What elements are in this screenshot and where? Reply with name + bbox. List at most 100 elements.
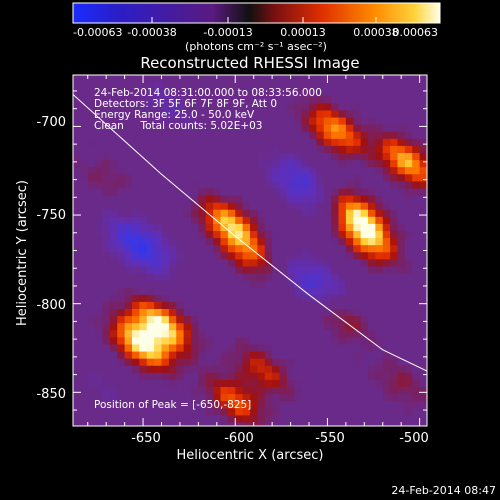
heatmap-cell (375, 273, 384, 282)
heatmap-cell (132, 287, 140, 296)
heatmap-cell (368, 117, 376, 126)
heatmap-cell (419, 209, 427, 218)
heatmap-cell (154, 294, 163, 303)
heatmap-cell (368, 223, 376, 232)
heatmap-cell (257, 365, 266, 374)
heatmap-cell (191, 294, 199, 303)
heatmap-cell (250, 294, 258, 303)
heatmap-cell (272, 273, 281, 282)
heatmap-cell (323, 358, 332, 367)
heatmap-cell (139, 124, 148, 133)
heatmap-cell (368, 167, 376, 175)
heatmap-cell (87, 316, 96, 324)
heatmap-cell (404, 379, 413, 388)
heatmap-cell (382, 408, 391, 416)
heatmap-cell (242, 96, 251, 104)
heatmap-cell (183, 117, 192, 126)
heatmap-cell (286, 167, 295, 175)
heatmap-cell (419, 174, 427, 182)
heatmap-cell (80, 174, 89, 182)
colorbar-tick-1: -0.00038 (127, 26, 176, 39)
heatmap-cell (316, 408, 325, 416)
heatmap-cell (360, 153, 369, 161)
heatmap-cell (272, 316, 281, 324)
heatmap-cell (235, 401, 244, 409)
heatmap-cell (264, 365, 273, 374)
heatmap-cell (294, 110, 303, 119)
heatmap-cell (360, 294, 369, 303)
heatmap-cell (375, 160, 384, 168)
heatmap-cell (242, 124, 251, 133)
heatmap-cell (183, 273, 192, 282)
heatmap-cell (220, 160, 229, 168)
heatmap-cell (205, 273, 214, 282)
heatmap-cell (264, 401, 273, 409)
heatmap-cell (257, 82, 266, 90)
heatmap-cell (124, 103, 133, 112)
heatmap-cell (161, 245, 170, 253)
heatmap-cell (191, 273, 199, 282)
heatmap-cell (95, 245, 104, 253)
heatmap-cell (316, 387, 325, 395)
heatmap-cell (279, 252, 288, 260)
heatmap-cell (168, 131, 177, 140)
heatmap-cell (390, 103, 399, 112)
heatmap-cell (161, 351, 170, 360)
heatmap-cell (168, 259, 177, 268)
heatmap-cell (316, 415, 325, 424)
heatmap-cell (345, 273, 354, 282)
heatmap-cell (419, 110, 427, 119)
heatmap-cell (397, 379, 406, 388)
heatmap-cell (102, 231, 111, 239)
heatmap-cell (168, 195, 177, 204)
heatmap-cell (227, 202, 236, 211)
heatmap-cell (397, 415, 406, 424)
heatmap-cell (168, 223, 177, 232)
heatmap-cell (168, 252, 177, 260)
heatmap-cell (316, 358, 325, 367)
heatmap-cell (161, 96, 170, 104)
heatmap-cell (227, 195, 236, 204)
heatmap-cell (205, 117, 214, 126)
heatmap-cell (87, 401, 96, 409)
heatmap-cell (227, 415, 236, 424)
heatmap-cell (338, 117, 347, 126)
heatmap-cell (375, 330, 384, 338)
heatmap-cell (382, 223, 391, 232)
x-axis-label: Heliocentric X (arcsec) (177, 448, 324, 463)
heatmap-cell (301, 202, 310, 211)
heatmap-cell (154, 337, 163, 346)
heatmap-cell (368, 387, 376, 395)
heatmap-cell (404, 301, 413, 310)
heatmap-cell (102, 209, 111, 218)
heatmap-cell (272, 188, 281, 197)
heatmap-cell (109, 294, 118, 303)
heatmap-cell (382, 273, 391, 282)
heatmap-cell (220, 259, 229, 268)
heatmap-cell (309, 89, 317, 97)
heatmap-cell (183, 401, 192, 409)
heatmap-cell (139, 216, 148, 225)
heatmap-cell (213, 110, 222, 119)
heatmap-cell (301, 103, 310, 112)
heatmap-cell (272, 344, 281, 353)
heatmap-cell (301, 245, 310, 253)
heatmap-cell (272, 358, 281, 367)
heatmap-cell (382, 117, 391, 126)
heatmap-cell (168, 337, 177, 346)
heatmap-cell (213, 408, 222, 416)
heatmap-cell (264, 124, 273, 133)
heatmap-cell (227, 365, 236, 374)
heatmap-cell (87, 408, 96, 416)
heatmap-cell (301, 82, 310, 90)
heatmap-cell (139, 167, 148, 175)
heatmap-cell (250, 153, 258, 161)
heatmap-cell (95, 266, 104, 275)
heatmap-cell (264, 216, 273, 225)
heatmap-cell (191, 75, 199, 83)
heatmap-cell (257, 188, 266, 197)
heatmap-cell (390, 323, 399, 331)
heatmap-cell (198, 231, 207, 239)
heatmap-cell (220, 188, 229, 197)
heatmap-cell (323, 103, 332, 112)
